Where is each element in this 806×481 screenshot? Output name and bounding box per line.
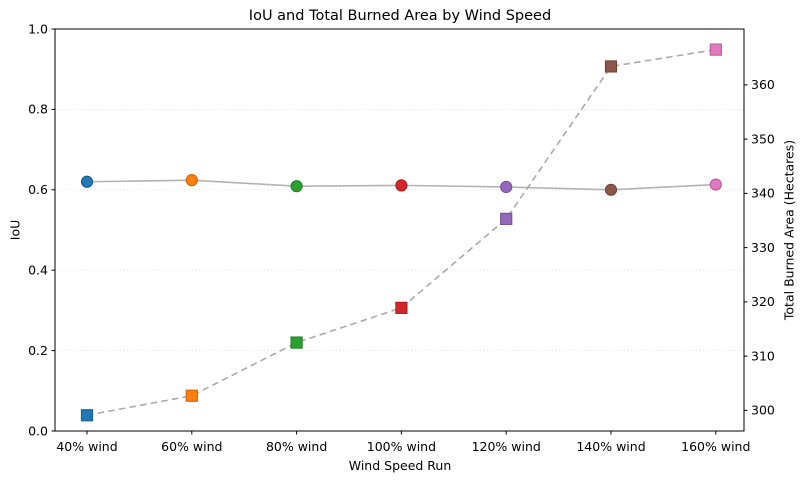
total-burned-area-line bbox=[86, 48, 716, 417]
left-tick-label: 0.6 bbox=[28, 182, 48, 197]
left-axis-label: IoU bbox=[7, 219, 23, 241]
x-tick-label: 140% wind bbox=[576, 439, 645, 454]
chart-title: IoU and Total Burned Area by Wind Speed bbox=[248, 8, 552, 24]
x-tick-label: 80% wind bbox=[266, 439, 327, 454]
area-marker bbox=[185, 389, 198, 402]
left-tick-label: 0.4 bbox=[28, 263, 48, 278]
left-tick-label: 0.2 bbox=[28, 343, 48, 358]
iou-marker bbox=[395, 179, 408, 192]
left-tick-label: 1.0 bbox=[28, 21, 48, 36]
iou-marker bbox=[709, 178, 722, 191]
x-tick-label: 120% wind bbox=[472, 439, 541, 454]
right-tick-label: 350 bbox=[751, 131, 775, 146]
x-tick-label: 160% wind bbox=[681, 439, 750, 454]
iou-marker bbox=[290, 180, 303, 193]
area-marker bbox=[709, 43, 722, 56]
x-tick-label: 60% wind bbox=[161, 439, 222, 454]
right-axis-label: Total Burned Area (Hectares) bbox=[781, 139, 797, 321]
left-tick-label: 0.8 bbox=[28, 102, 48, 117]
area-marker bbox=[80, 409, 94, 422]
right-tick-label: 310 bbox=[751, 348, 775, 363]
left-tick-label: 0.0 bbox=[28, 423, 48, 438]
plot-border bbox=[54, 28, 745, 432]
x-tick-label: 100% wind bbox=[367, 439, 436, 454]
right-tick-label: 300 bbox=[751, 403, 775, 418]
iou-marker bbox=[500, 180, 513, 194]
right-tick-label: 330 bbox=[751, 240, 775, 255]
right-tick-label: 360 bbox=[751, 77, 775, 92]
area-marker bbox=[395, 301, 408, 314]
area-marker bbox=[500, 212, 513, 225]
iou-marker bbox=[80, 175, 94, 188]
x-axis-label: Wind Speed Run bbox=[348, 458, 452, 473]
area-marker bbox=[290, 336, 303, 349]
right-tick-label: 320 bbox=[751, 294, 775, 309]
area-marker bbox=[604, 60, 618, 73]
right-tick-label: 340 bbox=[751, 186, 775, 201]
iou-marker bbox=[185, 174, 198, 187]
x-tick-label: 40% wind bbox=[56, 439, 117, 454]
iou-marker bbox=[604, 183, 618, 196]
